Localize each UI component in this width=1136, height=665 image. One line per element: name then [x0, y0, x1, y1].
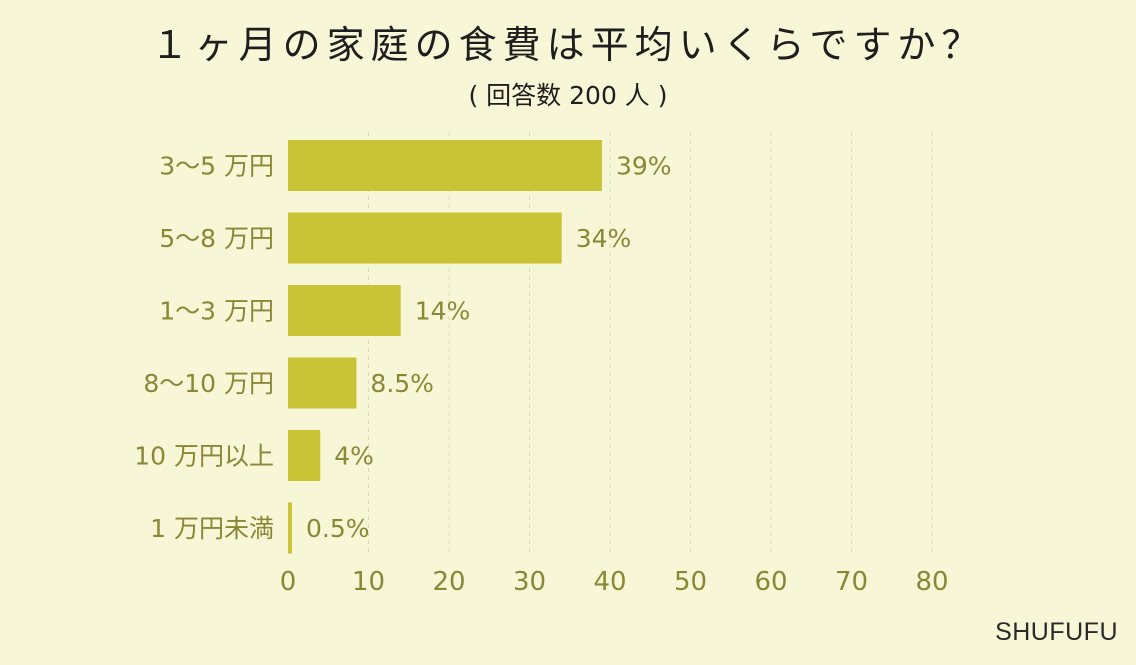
- x-tick-label: 0: [280, 567, 297, 597]
- category-label: 5～8 万円: [159, 224, 274, 253]
- bar: [288, 140, 602, 191]
- bar: [288, 502, 293, 554]
- category-label: 3～5 万円: [159, 152, 274, 181]
- category-label: 10 万円以上: [134, 442, 274, 471]
- value-label: 4%: [334, 442, 374, 471]
- x-tick-label: 20: [432, 567, 465, 597]
- category-label: 8～10 万円: [143, 369, 274, 398]
- x-tick-label: 70: [835, 567, 868, 597]
- x-tick-label: 50: [674, 567, 707, 597]
- category-label: 1～3 万円: [159, 297, 274, 326]
- x-tick-label: 60: [754, 567, 787, 597]
- chart-title: １ヶ月の家庭の食費は平均いくらですか？: [150, 23, 986, 67]
- bar: [288, 285, 401, 336]
- value-label: 8.5%: [370, 369, 434, 398]
- chart-subtitle: ( 回答数 200 人 ): [468, 81, 668, 110]
- x-tick-label: 30: [513, 567, 546, 597]
- value-label: 14%: [415, 297, 471, 326]
- value-label: 39%: [616, 152, 672, 181]
- x-tick-label: 10: [352, 567, 385, 597]
- brand-logo: SHUFUFU: [995, 618, 1118, 646]
- value-label: 34%: [576, 224, 632, 253]
- category-label: 1 万円未満: [150, 514, 274, 543]
- value-label: 0.5%: [306, 514, 370, 543]
- x-tick-label: 80: [915, 567, 948, 597]
- bar: [288, 430, 321, 481]
- bar: [288, 357, 357, 409]
- x-tick-label: 40: [593, 567, 626, 597]
- bar: [288, 212, 562, 264]
